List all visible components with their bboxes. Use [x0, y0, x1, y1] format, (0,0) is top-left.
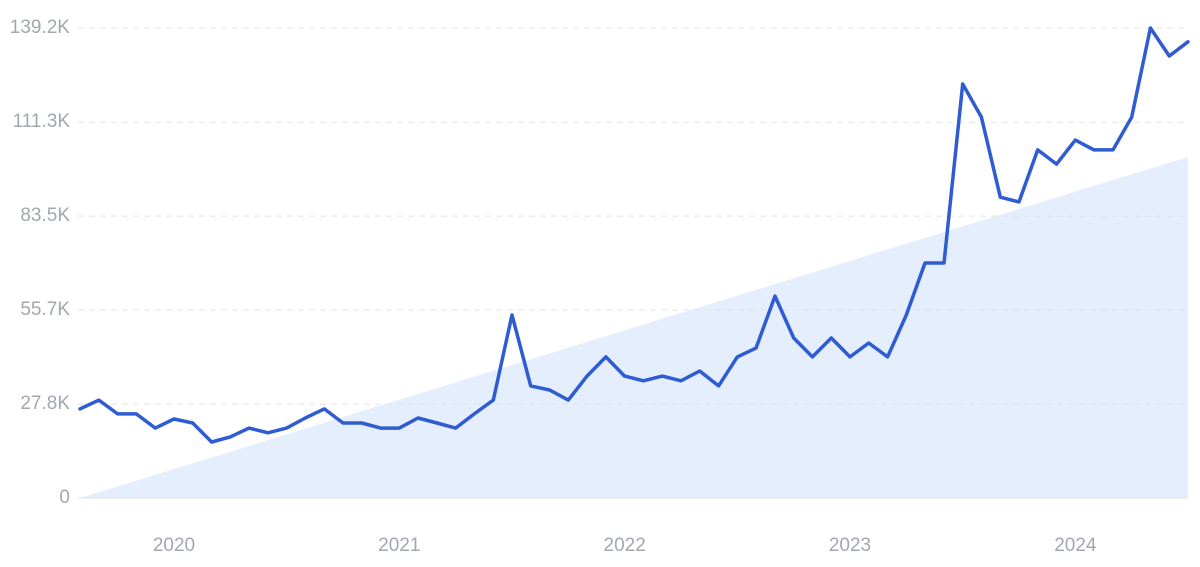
y-tick-label: 27.8K — [20, 393, 70, 414]
y-tick-label: 55.7K — [20, 299, 70, 320]
x-tick-label: 2023 — [829, 535, 871, 556]
y-tick-label: 0 — [59, 487, 70, 508]
y-tick-label: 139.2K — [10, 17, 71, 38]
y-tick-label: 83.5K — [20, 205, 70, 226]
x-tick-label: 2020 — [153, 535, 195, 556]
y-tick-label: 111.3K — [13, 111, 71, 132]
data-line — [78, 26, 1190, 444]
x-tick-label: 2024 — [1054, 535, 1097, 556]
trend-area — [80, 156, 1188, 498]
x-tick-label: 2022 — [604, 535, 646, 556]
x-tick-label: 2021 — [378, 535, 420, 556]
